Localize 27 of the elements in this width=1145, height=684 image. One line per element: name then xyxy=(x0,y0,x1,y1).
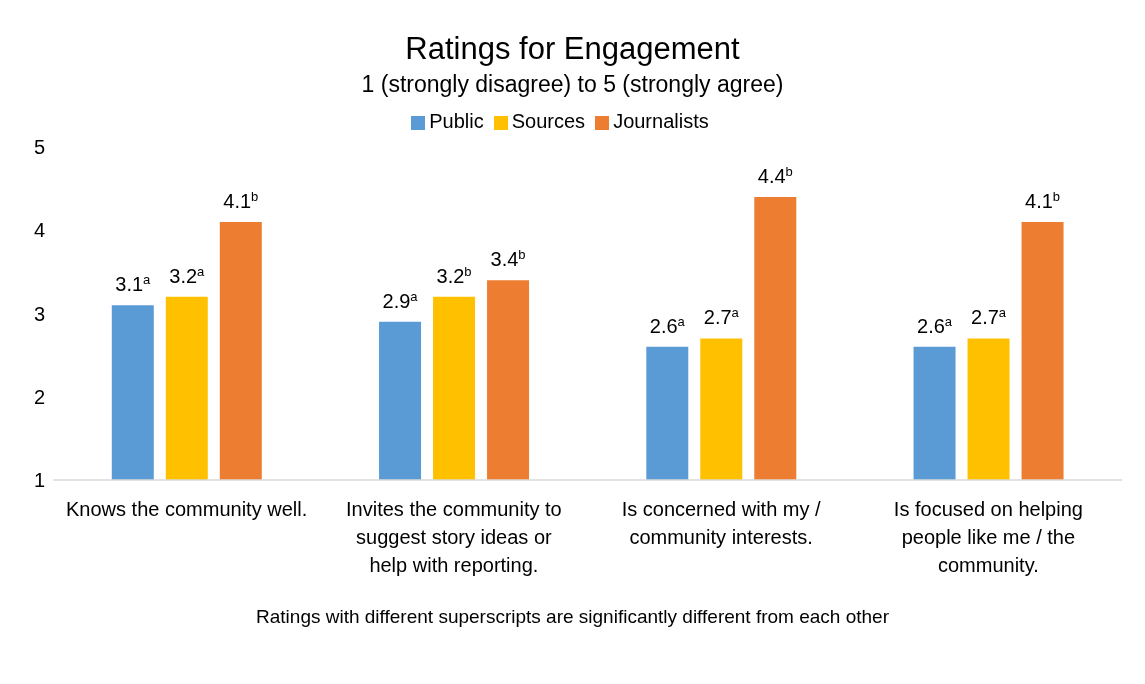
y-tick-label: 2 xyxy=(33,385,45,408)
x-tick-label: Knows the community well. xyxy=(66,498,308,520)
y-tick-label: 1 xyxy=(33,469,45,492)
legend-label: Public xyxy=(429,110,484,132)
legend-label: Sources xyxy=(511,110,586,132)
y-tick-label: 5 xyxy=(33,136,45,159)
data-label: 2.6$^{a}$ xyxy=(649,313,686,337)
y-tick-label: 4 xyxy=(33,219,45,242)
chart-title: Ratings for Engagement xyxy=(404,30,741,68)
data-label: 2.6$^{a}$ xyxy=(917,313,953,337)
data-label: 3.2$^{b}$ xyxy=(436,263,472,287)
data-label: 4.1$^{b}$ xyxy=(1025,188,1061,212)
x-tick-label: Is concerned with my / community interests. xyxy=(621,498,822,548)
data-label: 4.4$^{b}$ xyxy=(757,163,793,187)
data-label: 2.7$^{a}$ xyxy=(971,304,1007,329)
text: Ratings with different superscripts are significantly different from each other xyxy=(255,606,890,628)
data-label: 2.9$^{a}$ xyxy=(382,288,419,312)
data-label: 2.7$^{a}$ xyxy=(703,304,740,329)
x-tick-label: Is focused on helping people like me / the community. xyxy=(893,498,1083,576)
legend-label: Journalists xyxy=(613,110,709,132)
data-label: 3.4$^{b}$ xyxy=(490,246,526,271)
data-label: 3.2$^{a}$ xyxy=(169,263,206,287)
chart-subtitle: 1 (strongly disagree) to 5 (strongly agree) xyxy=(360,70,785,99)
y-tick-label: 3 xyxy=(33,302,45,325)
data-label: 3.1$^{a}$ xyxy=(115,271,152,296)
x-tick-label: Invites the community to suggest story ideas or help with reporting. xyxy=(346,498,562,576)
data-label: 4.1$^{b}$ xyxy=(223,188,259,212)
